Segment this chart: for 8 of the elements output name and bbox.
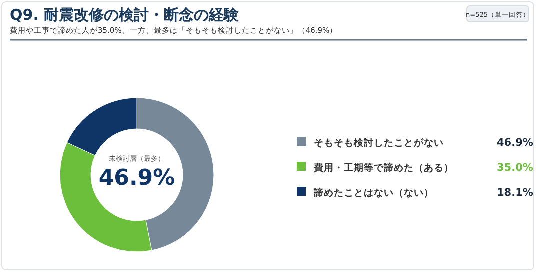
data-label: 18.1% (497, 187, 534, 199)
data-label: 35.0% (497, 162, 534, 174)
text: 46.9% (98, 166, 176, 191)
legend-label: 諦めたことはない（ない） (313, 187, 434, 199)
chart-title: Q9. 耐震改修の検討・断念の経験 (10, 6, 240, 24)
legend-label: 費用・工期等で諦めた（ある） (313, 162, 454, 174)
legend-label: そもそも検討したことがない (314, 137, 444, 149)
data-label: 46.9% (497, 137, 534, 149)
